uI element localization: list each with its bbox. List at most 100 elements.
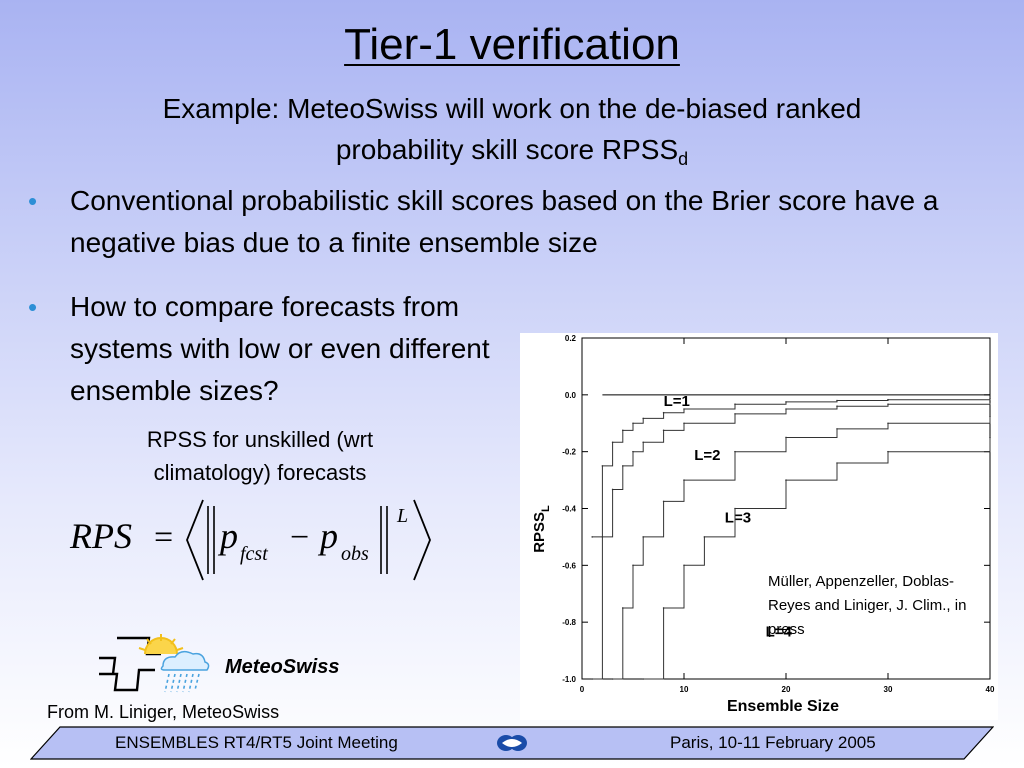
y-tick-label: -0.6 bbox=[562, 561, 576, 570]
sun-icon bbox=[138, 634, 184, 655]
subtitle-subscript: d bbox=[678, 149, 689, 169]
formula-obs-sub: obs bbox=[341, 543, 369, 565]
series-point bbox=[622, 429, 624, 432]
series-point bbox=[887, 450, 889, 453]
series-point bbox=[836, 399, 838, 402]
series-point bbox=[734, 507, 736, 510]
chart-ylabel-sub: L bbox=[540, 505, 552, 512]
series-point bbox=[642, 441, 644, 444]
series-point bbox=[683, 564, 685, 567]
series-point bbox=[642, 536, 644, 538]
series-point bbox=[836, 405, 838, 407]
citation-text: Müller, Appenzeller, Doblas-Reyes and Li… bbox=[768, 573, 967, 638]
x-tick-label: 10 bbox=[680, 685, 689, 694]
series-point bbox=[836, 428, 838, 430]
series-point bbox=[887, 422, 889, 425]
series-point bbox=[622, 607, 624, 609]
rpss-caption: RPSS for unskilled (wrt climatology) for… bbox=[146, 427, 374, 485]
chart-plot-area: 0.2 0.0 -0.2 -0.4 -0.6 -0.8 -1.0 0 10 20 30 40 L=1 L=… bbox=[562, 334, 995, 694]
series-label: L=4 bbox=[766, 623, 793, 640]
formula-right-angle bbox=[413, 499, 431, 581]
bullet-text: How to compare forecasts from systems wi… bbox=[70, 291, 490, 406]
formula-p-fcst: p bbox=[217, 516, 238, 556]
y-tick-label: -1.0 bbox=[562, 675, 576, 684]
series-point bbox=[622, 465, 624, 467]
series-line-l4 bbox=[643, 437, 991, 680]
y-tick-label: -0.8 bbox=[562, 618, 576, 627]
series-point bbox=[601, 536, 604, 538]
series-point bbox=[683, 422, 685, 425]
x-tick-label: 0 bbox=[580, 685, 585, 694]
x-tick-label: 30 bbox=[884, 685, 893, 694]
series-point bbox=[683, 408, 685, 410]
series-point bbox=[734, 403, 736, 406]
series-label: L=2 bbox=[694, 447, 720, 464]
series-point bbox=[662, 500, 665, 503]
series-point bbox=[785, 436, 787, 439]
series-point bbox=[662, 411, 665, 414]
bullet-item: • Conventional probabilistic skill scores… bbox=[28, 180, 958, 264]
rps-formula: RPS = p fcst p obs L − bbox=[69, 499, 431, 581]
series-point bbox=[591, 536, 593, 538]
y-tick-label: 0.2 bbox=[565, 334, 577, 343]
chart-ylabel-text: RPSS bbox=[531, 512, 548, 553]
rain-icon bbox=[164, 673, 200, 693]
series-point bbox=[683, 479, 685, 481]
formula-fcst-sub: fcst bbox=[240, 543, 268, 565]
formula-exponent: L bbox=[396, 505, 408, 527]
x-tick-label: 40 bbox=[986, 685, 995, 694]
y-tick-label: 0.0 bbox=[565, 391, 577, 400]
subtitle-line-2-text: probability skill score RPSS bbox=[335, 134, 679, 165]
series-point bbox=[611, 678, 614, 680]
footer-date: Paris, 10-11 February 2005 bbox=[670, 733, 876, 752]
series-point bbox=[887, 398, 889, 401]
series-line-l1 bbox=[592, 398, 991, 538]
x-tick-label: 20 bbox=[782, 685, 791, 694]
series-point bbox=[601, 465, 604, 467]
formula-p-obs: p bbox=[317, 516, 338, 556]
series-point bbox=[703, 536, 706, 538]
series-point bbox=[734, 413, 736, 415]
series-point bbox=[611, 441, 614, 444]
bullet-dot-icon: • bbox=[28, 292, 38, 322]
formula-equals: = bbox=[154, 519, 173, 556]
rpss-chart: 0.2 0.0 -0.2 -0.4 -0.6 -0.8 -1.0 0 10 20 30 40 L=1 L=… bbox=[520, 333, 998, 720]
series-point bbox=[989, 401, 991, 403]
formula-lhs: RPS bbox=[69, 516, 132, 556]
series-point bbox=[642, 417, 644, 420]
series-point bbox=[785, 401, 787, 403]
chart-ylabel: RPSSL bbox=[531, 505, 552, 553]
series-point bbox=[836, 462, 838, 464]
bullet-dot-icon: • bbox=[28, 186, 38, 216]
series-point bbox=[591, 678, 593, 680]
series-point bbox=[989, 436, 991, 439]
series-label: L=1 bbox=[664, 393, 690, 410]
chart-xlabel: Ensemble Size bbox=[727, 698, 839, 715]
series-point bbox=[662, 429, 665, 432]
rpss-chart-svg: 0.2 0.0 -0.2 -0.4 -0.6 -0.8 -1.0 0 10 20 30 40 L=1 L=… bbox=[531, 334, 995, 715]
series-label: L=3 bbox=[725, 510, 751, 527]
slide-subtitle: Example: MeteoSwiss will work on the de-… bbox=[60, 88, 964, 180]
series-point bbox=[611, 488, 614, 491]
bullet-item: • How to compare forecasts from systems w… bbox=[28, 286, 958, 412]
series-point bbox=[632, 450, 634, 453]
series-point bbox=[989, 397, 991, 400]
series-point bbox=[642, 678, 644, 680]
y-tick-label: -0.4 bbox=[562, 505, 576, 514]
subtitle-line-1: Example: MeteoSwiss will work on the de-… bbox=[162, 93, 862, 124]
series-point bbox=[632, 564, 634, 567]
series-point bbox=[989, 415, 991, 417]
cloud-icon bbox=[160, 650, 210, 671]
series-point bbox=[662, 607, 665, 609]
source-credit: From M. Liniger, MeteoSwiss bbox=[47, 702, 280, 722]
formula-left-angle bbox=[186, 499, 204, 581]
ensembles-logo-icon bbox=[497, 735, 527, 751]
footer-meeting: ENSEMBLES RT4/RT5 Joint Meeting bbox=[115, 733, 398, 752]
series-point bbox=[632, 422, 634, 425]
meteoswiss-wordmark: MeteoSwiss bbox=[225, 656, 339, 678]
series-point bbox=[785, 408, 787, 410]
formula-minus: − bbox=[290, 519, 309, 556]
slide-title: Tier-1 verification bbox=[344, 20, 680, 69]
y-tick-label: -0.2 bbox=[562, 448, 576, 457]
bullet-text: Conventional probabilistic skill scores … bbox=[70, 185, 939, 258]
